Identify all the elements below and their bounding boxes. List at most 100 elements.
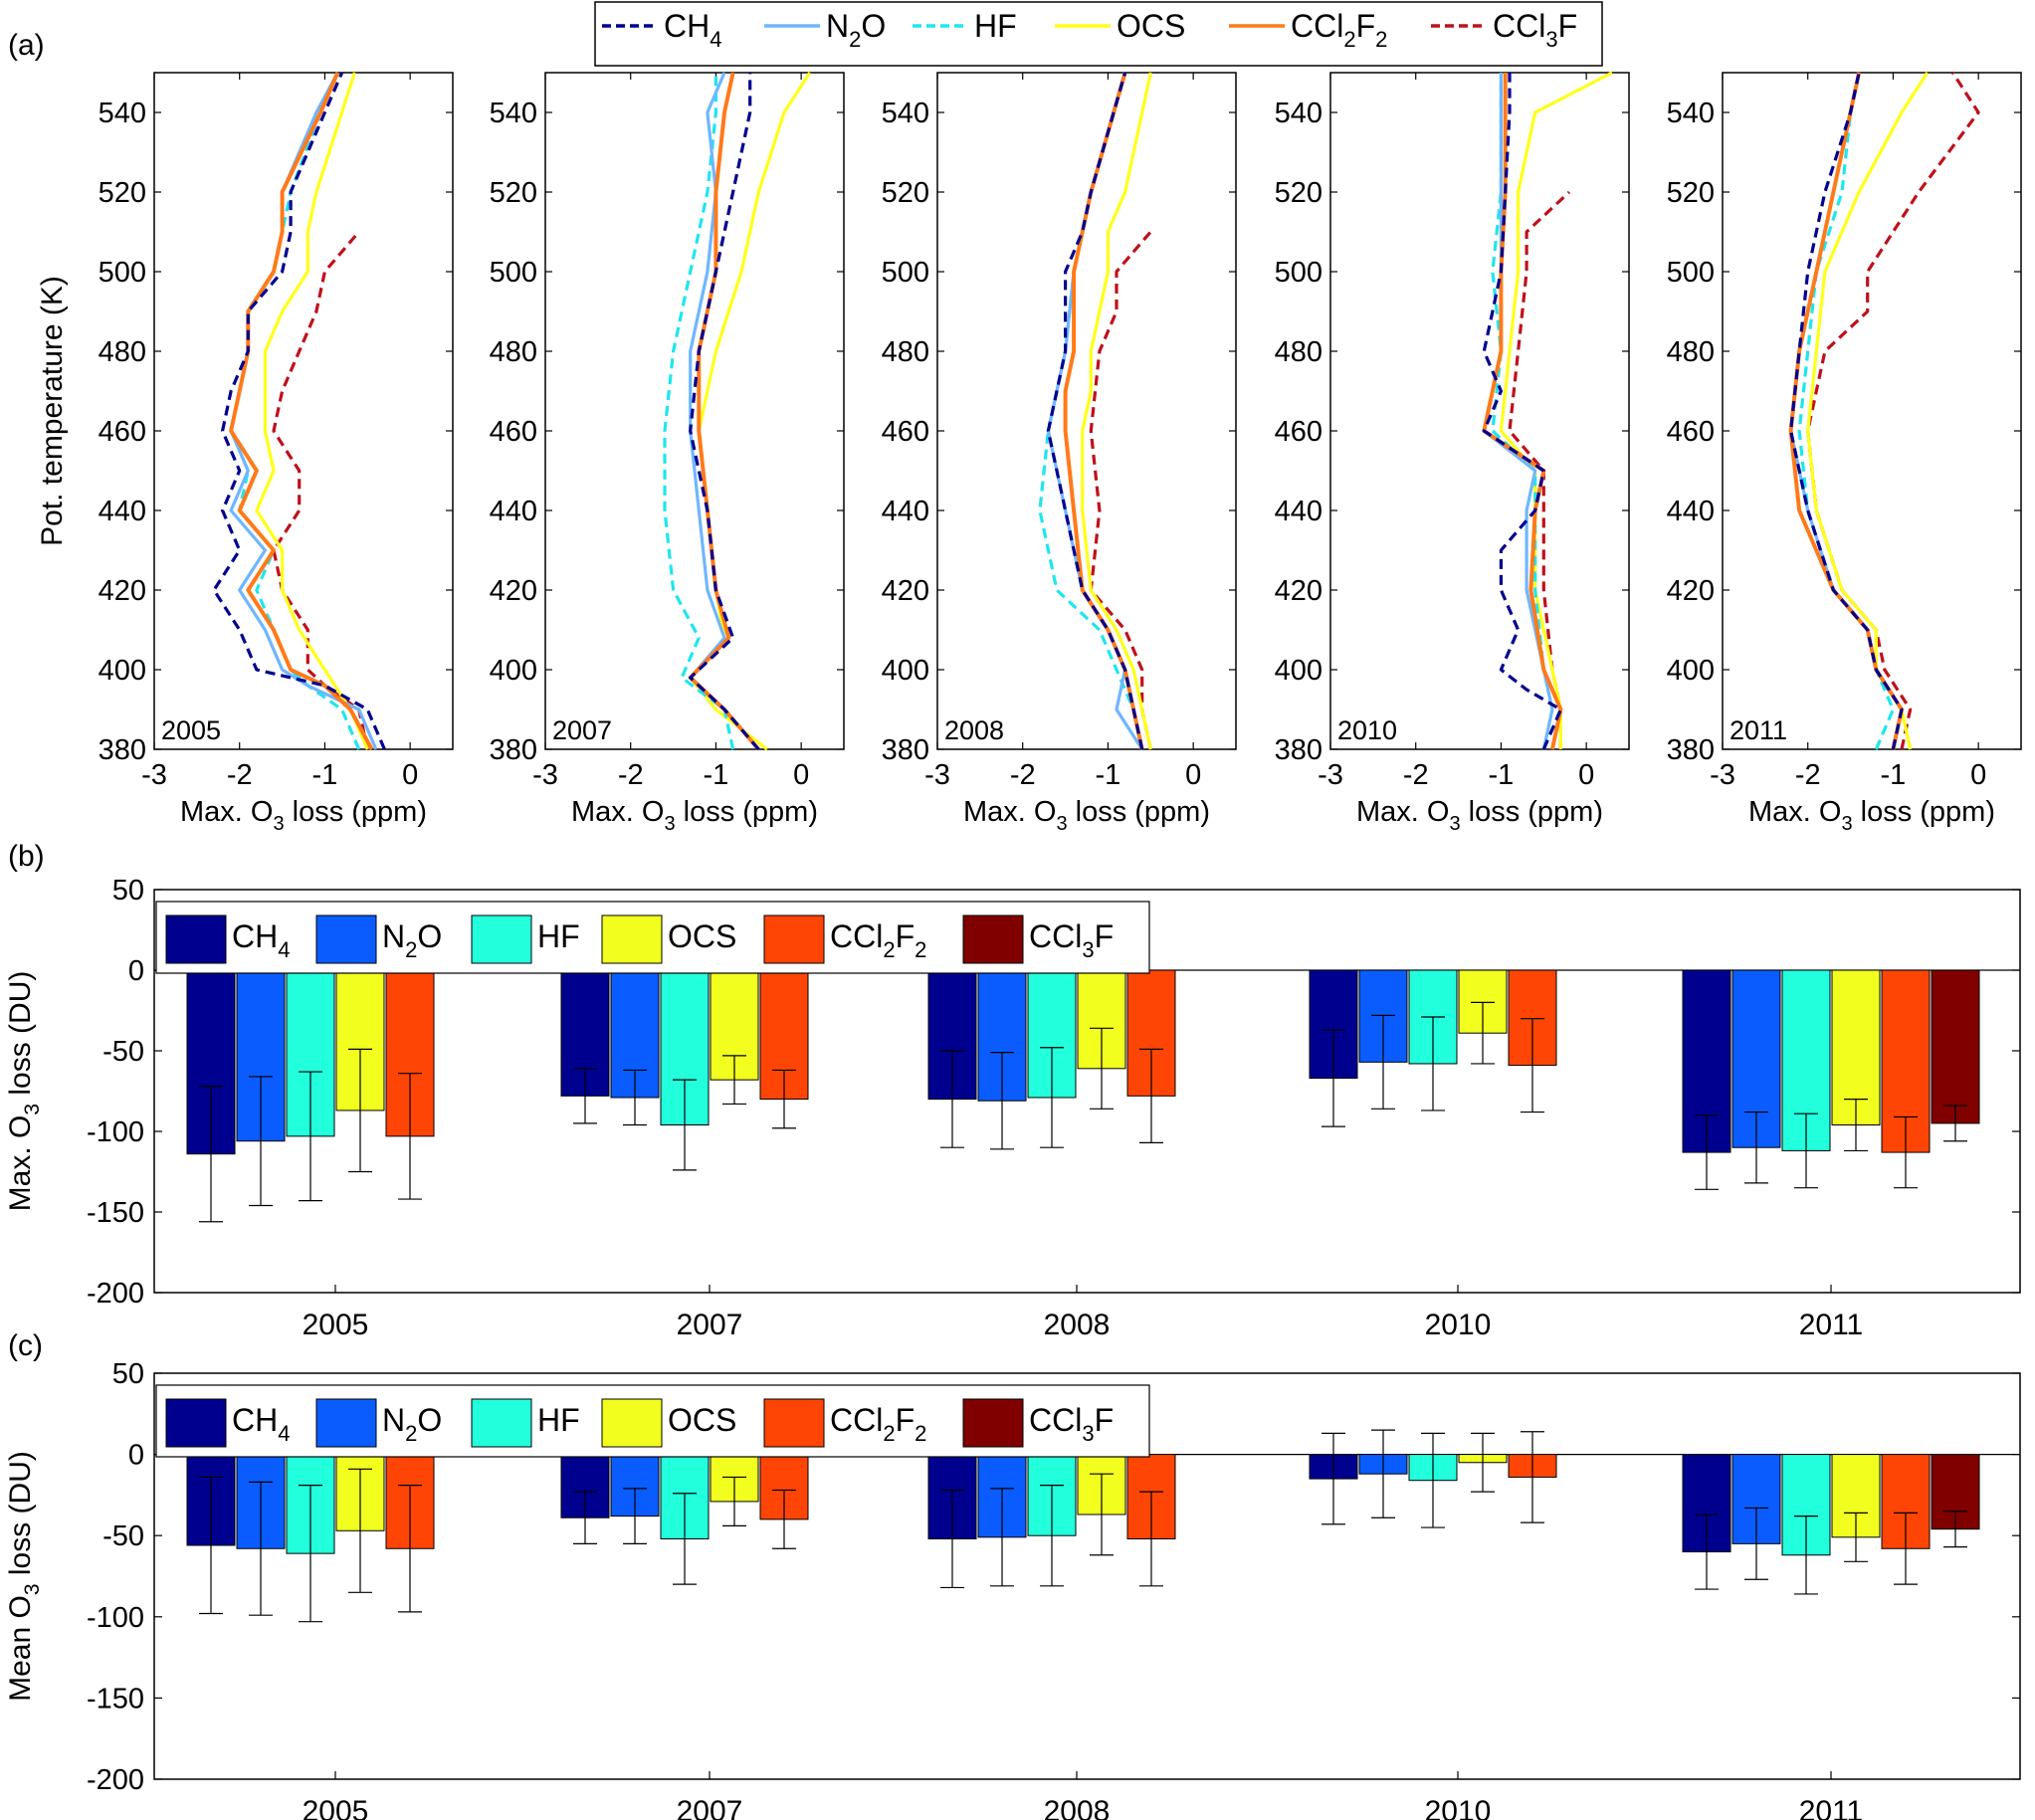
x-axis-label-sub: 3 [1056, 813, 1067, 835]
x-tick-label: 2007 [677, 1309, 743, 1341]
panel-label-0: (a) [8, 29, 45, 62]
subplot-2008: 380 400 420 440 460 480 500 520 540 -3 -2 -1 0 Max. O… [882, 72, 1237, 835]
line-CCl3F-2008 [1089, 230, 1152, 750]
x-axis-label: Max. O3 loss (ppm) [180, 796, 427, 835]
bar-legend-label-N2O-rest: O [417, 918, 442, 954]
line-CH4-2005 [212, 72, 386, 750]
legend-top-label-CCl2F2-sub: 2 [1343, 27, 1355, 52]
line-N2O-2011 [1788, 72, 1904, 750]
y-tick-label: 50 [112, 1358, 144, 1390]
x-axis-label-rest: loss (ppm) [1461, 796, 1603, 828]
y-tick-label: 440 [1667, 496, 1715, 527]
bar-legend-swatch-CCl2F2 [763, 1398, 825, 1448]
subplot-frame [544, 72, 845, 750]
y-tick-label: 500 [99, 257, 146, 289]
bar-legend-swatch-CCl3F [962, 1398, 1024, 1448]
line-CH4-2008 [1046, 72, 1144, 750]
y-tick-label: 420 [1667, 575, 1715, 607]
year-label: 2007 [552, 715, 612, 745]
line-HF-2005 [229, 72, 361, 750]
y-tick-label: 440 [490, 496, 537, 527]
bar-legend-label-CCl3F: CCl3F [1029, 1402, 1114, 1446]
line-HF-2007 [663, 73, 735, 750]
y-tick-label: 0 [128, 1440, 144, 1472]
x-axis-label-main: Max. O [571, 796, 664, 828]
legend-top-label-N2O: N2O [826, 8, 886, 52]
bar-legend-swatch-OCS [601, 914, 663, 964]
panel-b-max-loss-bars: -200 -150 -100 -50 0 50 2005 2007 2008 2010 2011 CH… [4, 875, 2021, 1341]
y-axis-label-sub: 3 [21, 1583, 44, 1595]
x-tick-label: -3 [532, 759, 558, 791]
x-tick-label: 2007 [677, 1795, 743, 1820]
y-tick-label: 380 [882, 734, 929, 766]
line-CH4-2007 [689, 73, 760, 751]
x-axis-label-rest: loss (ppm) [1068, 796, 1210, 828]
x-tick-label: 2010 [1425, 1309, 1492, 1341]
bar-legend-label-CH4-sub: 4 [278, 937, 290, 962]
bar-legend-label-OCS-main: OCS [668, 1402, 736, 1438]
x-tick-label: -2 [1795, 759, 1821, 791]
x-axis-label-main: Max. O [1748, 796, 1841, 828]
bar-legend-label-CCl2F2-sub: 2 [883, 937, 895, 962]
bar-legend-swatch-HF [471, 1398, 532, 1448]
y-tick-label: -200 [87, 1278, 144, 1310]
y-tick-label: 460 [490, 416, 537, 448]
x-tick-label: 0 [1578, 759, 1594, 791]
y-tick-label: 500 [1275, 257, 1323, 289]
bar-legend-label-CCl2F2-sub2: 2 [915, 937, 926, 962]
x-tick-label: 2011 [1799, 1309, 1864, 1341]
y-tick-label: 380 [490, 734, 537, 766]
subplot-2011: 380 400 420 440 460 480 500 520 540 -3 -2 -1 0 Max. O… [1667, 72, 2022, 835]
line-CH4-2011 [1788, 72, 1904, 750]
line-OCS-2010 [1499, 71, 1613, 749]
line-HF-2008 [1038, 72, 1144, 750]
y-axis-label-main: Max. O [4, 1115, 37, 1212]
bar-legend-label-N2O-sub: 2 [405, 1421, 417, 1446]
legend-top-label-CH4-sub: 4 [710, 27, 721, 52]
bar-legend-label-CCl3F-rest: F [1095, 918, 1115, 954]
y-tick-label: 400 [490, 655, 537, 687]
bar-legend-label-CCl3F-rest: F [1095, 1402, 1115, 1438]
x-tick-label: 2008 [1044, 1309, 1111, 1341]
bar-legend-label-CCl2F2-rest: F [896, 918, 916, 954]
y-tick-label: 460 [1667, 416, 1715, 448]
bar-legend: CH4 N2O HF OCS CCl2F2 CCl3F [155, 1384, 1150, 1458]
y-tick-label: 500 [882, 257, 929, 289]
legend-top-label-OCS-main: OCS [1117, 8, 1185, 44]
x-axis-label: Max. O3 loss (ppm) [571, 796, 818, 835]
legend-top-label-N2O-sub: 2 [849, 27, 861, 52]
y-tick-label: 400 [882, 655, 929, 687]
bar-legend-label-CH4: CH4 [232, 1402, 290, 1446]
y-tick-label: 480 [882, 336, 929, 368]
year-label: 2008 [944, 715, 1004, 745]
x-axis-label-main: Max. O [963, 796, 1056, 828]
line-HF-2011 [1797, 72, 1896, 750]
legend-top-label-CCl2F2-sub2: 2 [1375, 27, 1387, 52]
bar-legend-label-CCl2F2: CCl2F2 [830, 918, 926, 962]
year-label: 2005 [161, 715, 221, 745]
bar-legend-swatch-N2O [315, 914, 377, 964]
y-tick-label: 480 [1275, 336, 1323, 368]
bar-legend-label-CCl2F2-main: CCl [830, 1402, 883, 1438]
x-tick-label: 0 [1970, 759, 1986, 791]
panel-a-profiles: 380 400 420 440 460 480 500 520 540 -3 -2 -1 0 Max. O… [36, 71, 2022, 835]
y-tick-label: -150 [87, 1197, 144, 1229]
line-CCl2F2-2008 [1063, 72, 1144, 750]
panel-c-mean-loss-bars: -200 -150 -100 -50 0 50 2005 2007 2008 2010 2011 CH… [4, 1358, 2021, 1820]
bar-legend-label-CCl3F-sub: 3 [1082, 937, 1094, 962]
bar-legend-label-CH4-sub: 4 [278, 1421, 290, 1446]
bar-legend: CH4 N2O HF OCS CCl2F2 CCl3F [155, 901, 1150, 974]
x-tick-label: -3 [1318, 759, 1343, 791]
bar-legend-swatch-CH4 [165, 1398, 227, 1448]
y-tick-label: 480 [1667, 336, 1715, 368]
y-tick-label: 400 [1667, 655, 1715, 687]
bar-legend-label-HF-main: HF [537, 918, 580, 954]
y-tick-label: -150 [87, 1683, 144, 1715]
bar-legend-swatch-CCl2F2 [763, 914, 825, 964]
subplot-frame [1329, 72, 1630, 750]
bar-legend-label-CCl3F-main: CCl [1029, 1402, 1082, 1438]
bar-legend-label-HF-main: HF [537, 1402, 580, 1438]
bar-legend-label-N2O-rest: O [417, 1402, 442, 1438]
bar-legend-label-OCS: OCS [668, 1402, 736, 1438]
bar-legend-swatch-CCl3F [962, 914, 1024, 964]
